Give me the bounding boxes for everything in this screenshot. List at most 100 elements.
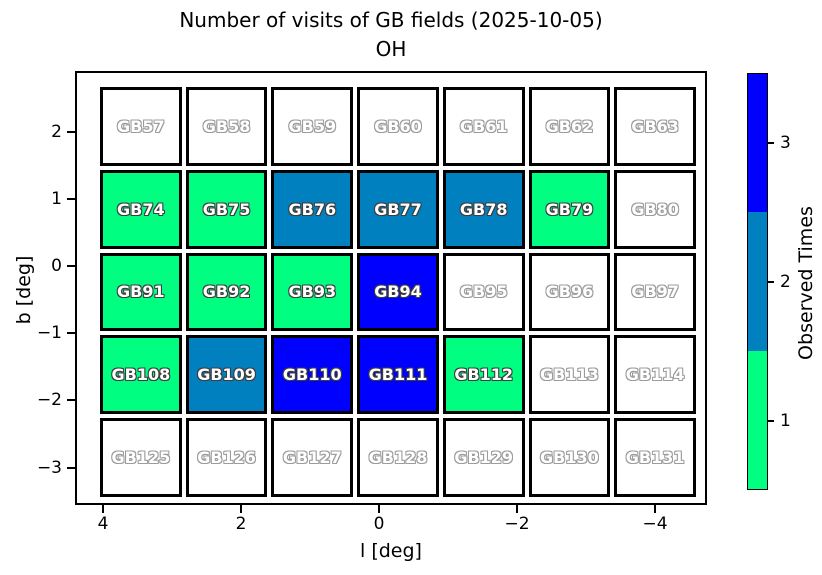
field-cell: GB114 [614,335,696,415]
field-label: GB76 [288,199,337,219]
field-cell: GB63 [614,87,696,166]
field-label: GB130 [540,448,599,468]
field-label: GB60 [374,116,422,136]
field-label: GB112 [454,365,514,385]
field-cell: GB128 [357,418,439,497]
x-tick-mark [102,505,104,513]
field-label: GB131 [625,448,685,468]
field-label: GB97 [631,282,679,302]
y-tick-label: 0 [51,256,62,276]
y-tick-label: −2 [36,390,62,410]
field-label: GB109 [197,365,256,385]
field-grid: GB57 GB58 GB59 GB60 GB61 GB62 GB63 GB74 GB75 GB76… [100,87,696,497]
field-cell: GB112 [442,335,525,415]
colorbar-tick-label: 2 [780,271,791,292]
field-label: GB92 [202,282,251,302]
field-cell: GB126 [185,418,268,497]
field-cell: GB130 [528,418,611,497]
field-cell: GB95 [442,252,525,332]
field-label: GB94 [374,282,422,302]
colorbar-tick-mark [768,280,774,283]
x-tick-label: 2 [235,514,247,534]
field-label: GB110 [282,365,342,385]
field-label: GB129 [454,448,514,468]
field-label: GB96 [545,282,594,302]
field-cell: GB97 [614,252,696,332]
colorbar-tick-label: 1 [780,410,791,431]
field-cell: GB92 [185,252,268,332]
colorbar-segment [748,74,767,213]
field-cell: GB129 [442,418,525,497]
field-label: GB111 [368,365,428,385]
x-tick-label: −4 [642,514,668,534]
field-label: GB79 [545,199,594,219]
field-cell: GB94 [357,252,439,332]
colorbar [747,73,768,490]
field-cell: GB125 [100,418,182,497]
field-label: GB80 [631,199,679,219]
y-tick-mark [67,131,75,133]
field-cell: GB109 [185,335,268,415]
y-tick-mark [67,198,75,200]
field-label: GB114 [625,365,685,385]
field-cell: GB74 [100,169,182,249]
colorbar-tick-mark [768,419,774,422]
field-cell: GB76 [271,169,354,249]
field-label: GB128 [368,448,428,468]
field-label: GB59 [288,116,337,136]
x-tick-mark [516,505,518,513]
field-label: GB93 [288,282,337,302]
x-tick-mark [654,505,656,513]
field-label: GB78 [459,199,508,219]
x-tick-label: −2 [504,514,530,534]
field-cell: GB78 [442,169,525,249]
field-label: GB74 [117,199,165,219]
field-cell: GB127 [271,418,354,497]
field-cell: GB59 [271,87,354,166]
field-cell: GB75 [185,169,268,249]
field-label: GB108 [111,365,171,385]
field-cell: GB77 [357,169,439,249]
field-cell: GB110 [271,335,354,415]
x-tick-label: 0 [373,514,385,534]
field-cell: GB57 [100,87,182,166]
x-tick-mark [240,505,242,513]
field-label: GB61 [459,116,508,136]
field-cell: GB111 [357,335,439,415]
y-axis-label: b [deg] [13,255,35,325]
y-tick-mark [67,265,75,267]
field-label: GB57 [117,116,165,136]
field-cell: GB58 [185,87,268,166]
field-cell: GB113 [528,335,611,415]
field-cell: GB91 [100,252,182,332]
x-tick-label: 4 [97,514,109,534]
y-tick-mark [67,467,75,469]
field-label: GB75 [202,199,251,219]
y-tick-label: 1 [51,189,62,209]
colorbar-label: Observed Times [795,206,817,360]
y-tick-label: −1 [36,323,62,343]
field-label: GB127 [282,448,342,468]
field-label: GB125 [111,448,171,468]
field-cell: GB131 [614,418,696,497]
colorbar-segment [748,212,767,351]
field-label: GB62 [545,116,594,136]
field-cell: GB62 [528,87,611,166]
colorbar-tick-mark [768,141,774,144]
chart-title: Number of visits of GB fields (2025-10-0… [179,8,603,32]
field-cell: GB93 [271,252,354,332]
colorbar-segment [748,350,767,489]
y-tick-label: 2 [51,122,62,142]
colorbar-tick-label: 3 [780,132,791,153]
field-cell: GB61 [442,87,525,166]
x-axis-label: l [deg] [360,540,422,562]
field-label: GB95 [459,282,508,302]
field-cell: GB108 [100,335,182,415]
field-cell: GB80 [614,169,696,249]
field-label: GB113 [540,365,599,385]
field-cell: GB96 [528,252,611,332]
chart-subtitle: OH [375,37,407,61]
field-cell: GB79 [528,169,611,249]
field-label: GB63 [631,116,679,136]
